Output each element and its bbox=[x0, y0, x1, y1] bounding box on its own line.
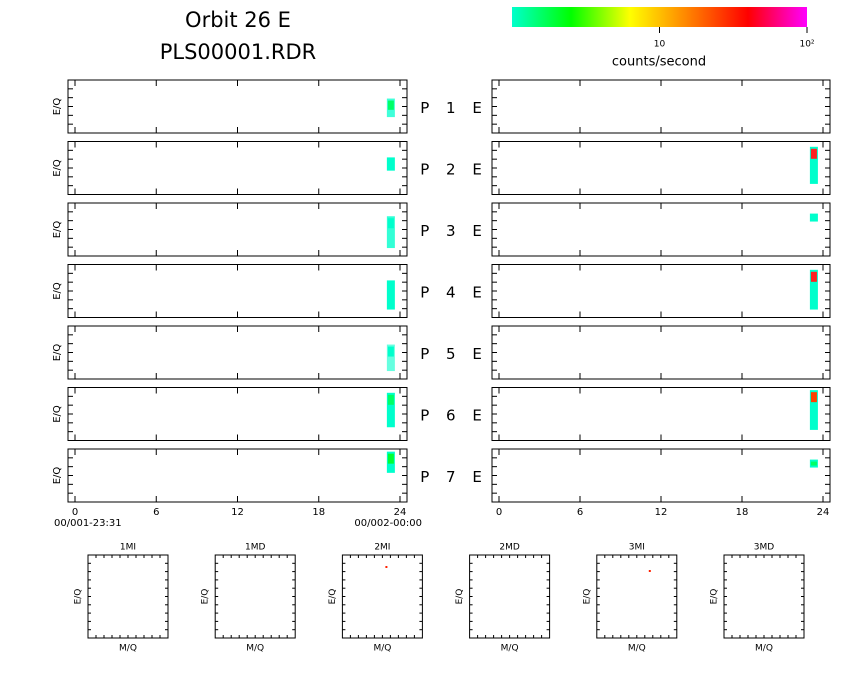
spectrogram-frame bbox=[491, 387, 831, 441]
mass-ylabel: E/Q bbox=[74, 589, 84, 605]
mass-frame bbox=[341, 554, 423, 639]
patch bbox=[387, 159, 394, 167]
patch bbox=[387, 100, 394, 110]
patch bbox=[386, 216, 395, 249]
panel-label: P 6 E bbox=[420, 407, 482, 425]
x-tick-label: 24 bbox=[394, 507, 407, 518]
x-tick-label: 18 bbox=[312, 507, 325, 518]
x-tick-label: 18 bbox=[736, 507, 749, 518]
mass-xlabel: M/Q bbox=[755, 644, 773, 654]
spectrogram-frame bbox=[491, 325, 831, 380]
patch bbox=[387, 394, 394, 405]
title: Orbit 26 E bbox=[185, 8, 291, 32]
patch bbox=[810, 271, 817, 282]
spectrogram-frame bbox=[491, 202, 831, 257]
colorbar-label: counts/second bbox=[612, 55, 706, 70]
patch bbox=[387, 218, 394, 229]
mass-frame bbox=[87, 554, 169, 639]
mass-frame bbox=[596, 554, 678, 639]
spectrogram-frame bbox=[67, 264, 408, 318]
mass-title: 3MI bbox=[629, 543, 645, 553]
y-axis-label: E/Q bbox=[52, 282, 63, 300]
x-tick-label: 12 bbox=[231, 507, 244, 518]
x-tick-label: 6 bbox=[577, 507, 583, 518]
end-time: 00/002-00:00 bbox=[354, 518, 422, 529]
colorbar-tick-label: 10 bbox=[654, 40, 666, 50]
mass-title: 2MD bbox=[499, 543, 519, 553]
panel-label: P 5 E bbox=[420, 345, 482, 363]
x-tick-label: 24 bbox=[817, 507, 830, 518]
dot bbox=[385, 566, 388, 568]
x-tick-label: 0 bbox=[496, 507, 502, 518]
panel-label: P 1 E bbox=[420, 99, 482, 117]
dot bbox=[648, 570, 651, 572]
mass-frame bbox=[723, 554, 805, 639]
start-time: 00/001-23:31 bbox=[54, 518, 122, 529]
panel-label: P 3 E bbox=[420, 222, 482, 240]
y-axis-label: E/Q bbox=[52, 159, 63, 177]
spectrogram-frame bbox=[67, 387, 408, 441]
mass-title: 3MD bbox=[754, 543, 774, 553]
mass-title: 1MI bbox=[120, 543, 136, 553]
spectrogram-frame bbox=[491, 141, 831, 195]
spectrogram-frame bbox=[67, 79, 408, 134]
patch bbox=[810, 461, 817, 466]
patch bbox=[387, 453, 394, 464]
spectrogram-frame bbox=[67, 141, 408, 195]
panel-label: P 2 E bbox=[420, 161, 482, 179]
y-axis-label: E/Q bbox=[52, 405, 63, 423]
mass-xlabel: M/Q bbox=[373, 644, 391, 654]
mass-xlabel: M/Q bbox=[119, 644, 137, 654]
mass-ylabel: E/Q bbox=[328, 589, 338, 605]
patch bbox=[809, 146, 818, 184]
spectrogram-frame bbox=[67, 202, 408, 257]
mass-ylabel: E/Q bbox=[710, 589, 720, 605]
mass-ylabel: E/Q bbox=[582, 589, 592, 605]
y-axis-label: E/Q bbox=[52, 98, 63, 116]
y-axis-label: E/Q bbox=[52, 344, 63, 362]
patch bbox=[810, 148, 817, 159]
x-tick-label: 12 bbox=[655, 507, 668, 518]
spectrogram-frame bbox=[67, 325, 408, 380]
mass-title: 1MD bbox=[245, 543, 265, 553]
y-axis-label: E/Q bbox=[52, 221, 63, 239]
spectrogram-frame bbox=[491, 79, 831, 134]
patch bbox=[386, 392, 395, 428]
patch bbox=[809, 269, 818, 310]
patch bbox=[386, 280, 395, 310]
colorbar bbox=[512, 7, 807, 27]
patch bbox=[387, 346, 394, 357]
subtitle: PLS00001.RDR bbox=[160, 40, 317, 64]
patch bbox=[809, 390, 818, 430]
spectrogram-frame bbox=[67, 448, 408, 503]
colorbar-tick-label: 10² bbox=[799, 40, 814, 50]
mass-frame bbox=[214, 554, 296, 639]
mass-xlabel: M/Q bbox=[246, 644, 264, 654]
mass-frame bbox=[469, 554, 551, 639]
patch bbox=[387, 282, 394, 293]
patch bbox=[810, 215, 817, 220]
panel-label: P 4 E bbox=[420, 284, 482, 302]
mass-xlabel: M/Q bbox=[501, 644, 519, 654]
spectrogram-frame bbox=[491, 264, 831, 318]
mass-title: 2MI bbox=[374, 543, 390, 553]
x-tick-label: 6 bbox=[153, 507, 159, 518]
spectrogram-frame bbox=[491, 448, 831, 503]
mass-xlabel: M/Q bbox=[628, 644, 646, 654]
y-axis-label: E/Q bbox=[52, 467, 63, 485]
mass-ylabel: E/Q bbox=[455, 589, 465, 605]
patch bbox=[810, 392, 817, 403]
patch bbox=[386, 344, 395, 372]
x-tick-label: 0 bbox=[72, 507, 78, 518]
mass-ylabel: E/Q bbox=[201, 589, 211, 605]
panel-label: P 7 E bbox=[420, 468, 482, 486]
